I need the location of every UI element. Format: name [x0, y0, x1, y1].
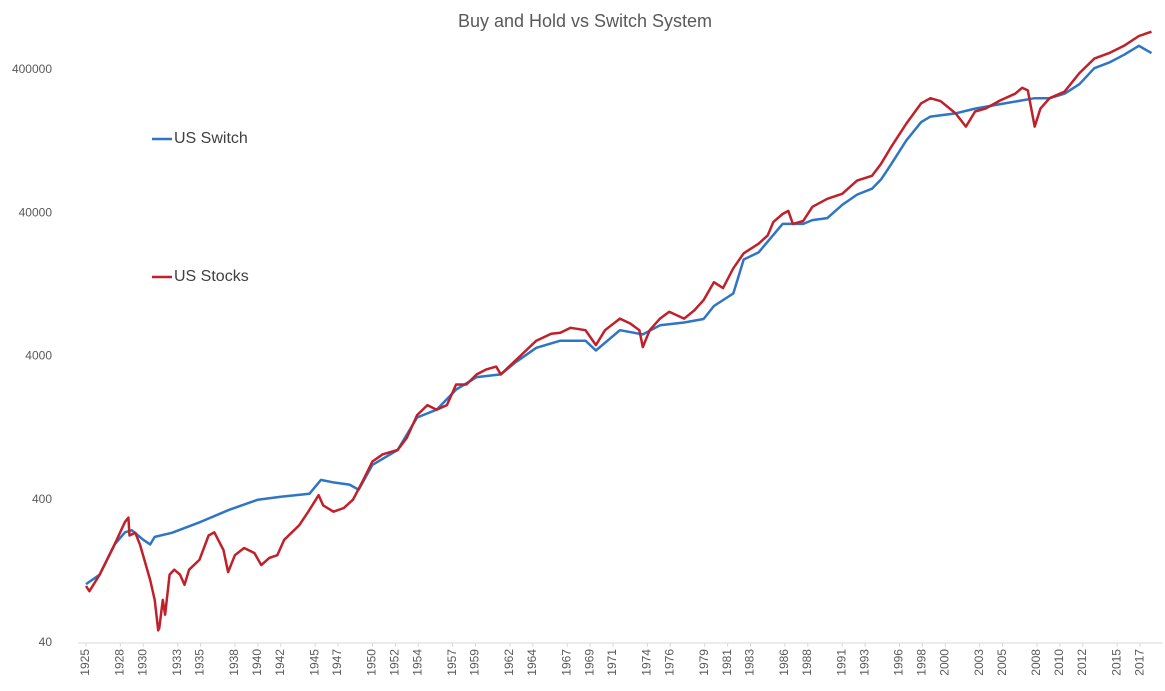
x-tick-label: 1947	[330, 649, 344, 676]
y-tick-label: 40	[39, 635, 53, 649]
x-tick-label: 1996	[892, 649, 906, 676]
x-tick-label: 1952	[388, 649, 402, 676]
x-tick-label: 1938	[227, 649, 241, 676]
x-tick-label: 1971	[605, 649, 619, 676]
y-tick-label: 400000	[12, 62, 52, 76]
series-line	[84, 30, 1152, 632]
x-tick-label: 1964	[525, 649, 539, 676]
x-tick-label: 2010	[1052, 649, 1066, 676]
series-line	[85, 44, 1153, 586]
x-tick-label: 1988	[800, 649, 814, 676]
x-tick-label: 1967	[559, 649, 573, 676]
x-tick-label: 2008	[1029, 649, 1043, 676]
x-tick-label: 1940	[250, 649, 264, 676]
x-tick-label: 1942	[273, 649, 287, 676]
x-tick-label: 2012	[1075, 649, 1089, 676]
x-tick-label: 2005	[995, 649, 1009, 676]
x-tick-label: 1925	[78, 649, 92, 676]
x-tick-label: 1930	[135, 649, 149, 676]
x-tick-label: 2015	[1109, 649, 1123, 676]
x-tick-label: 1959	[468, 649, 482, 676]
x-tick-label: 1981	[720, 649, 734, 676]
y-tick-label: 400	[32, 492, 52, 506]
x-tick-label: 1957	[445, 649, 459, 676]
x-tick-label: 2017	[1132, 649, 1146, 676]
x-tick-label: 1979	[697, 649, 711, 676]
x-tick-label: 2003	[972, 649, 986, 676]
x-tick-label: 1935	[193, 649, 207, 676]
x-tick-label: 1933	[170, 649, 184, 676]
x-tick-label: 1950	[365, 649, 379, 676]
x-tick-label: 1986	[777, 649, 791, 676]
x-tick-label: 2000	[937, 649, 951, 676]
x-tick-label: 1974	[640, 649, 654, 676]
x-tick-label: 1993	[857, 649, 871, 676]
x-tick-label: 1945	[307, 649, 321, 676]
x-tick-label: 1969	[582, 649, 596, 676]
x-tick-label: 1962	[502, 649, 516, 676]
x-tick-label: 1998	[915, 649, 929, 676]
legend-label: US Stocks	[174, 268, 249, 285]
y-tick-label: 4000	[25, 349, 52, 363]
x-tick-label: 1991	[834, 649, 848, 676]
y-tick-label: 40000	[19, 205, 53, 219]
x-tick-label: 1954	[410, 649, 424, 676]
x-tick-label: 1983	[743, 649, 757, 676]
x-tick-label: 1976	[663, 649, 677, 676]
legend-label: US Switch	[174, 130, 248, 147]
chart-title: Buy and Hold vs Switch System	[458, 11, 712, 31]
x-tick-label: 1928	[113, 649, 127, 676]
